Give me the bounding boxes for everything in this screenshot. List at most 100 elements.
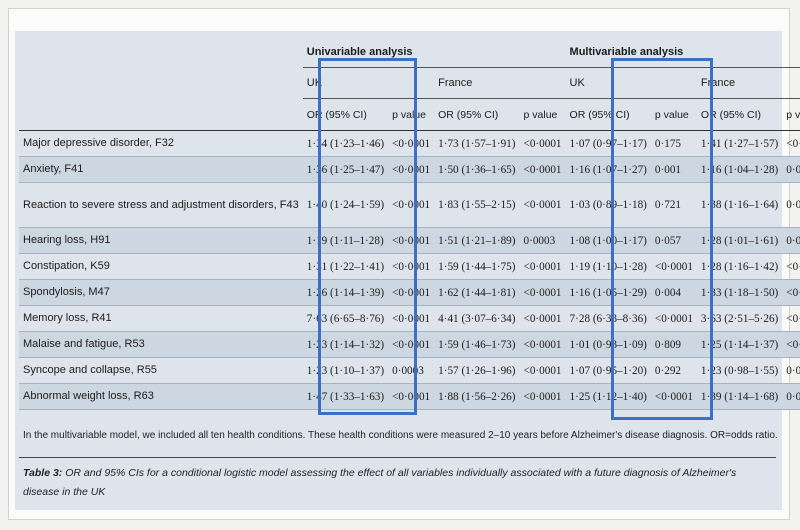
column-pvalue-header: p value xyxy=(782,98,800,131)
univariable-france-pvalue-cell: 0·0003 xyxy=(519,227,566,254)
univariable-uk-or-cell: 1·34 (1·23–1·46) xyxy=(302,130,389,157)
univariable-uk-or-cell: 1·26 (1·14–1·39) xyxy=(302,279,389,306)
univariable-uk-pvalue-cell: <0·0001 xyxy=(388,130,435,157)
multivariable-uk-or-cell: 1·01 (0·93–1·09) xyxy=(565,331,651,358)
univariable-uk-or-cell: 1·47 (1·33–1·63) xyxy=(302,383,389,410)
univariable-france-header: France xyxy=(434,67,566,99)
condition-cell: Abnormal weight loss, R63 xyxy=(19,383,303,410)
multivariable-uk-pvalue-cell: <0·0001 xyxy=(650,305,697,332)
condition-cell: Malaise and fatigue, R53 xyxy=(19,331,303,358)
table-row: Syncope and collapse, R55 1·23 (1·10–1·37… xyxy=(19,357,800,384)
multivariable-france-or-cell: 1·28 (1·16–1·42) xyxy=(696,253,783,280)
univariable-france-pvalue-cell: <0·0001 xyxy=(519,357,566,384)
multivariable-france-pvalue-cell: 0·039 xyxy=(782,227,800,254)
univariable-uk-pvalue-cell: <0·0001 xyxy=(388,253,435,280)
multivariable-france-or-cell: 1·33 (1·18–1·50) xyxy=(696,279,783,306)
multivariable-header: Multivariable analysis xyxy=(565,37,800,68)
univariable-france-or-cell: 1·62 (1·44–1·81) xyxy=(434,279,520,306)
table-footnote: In the multivariable model, we included … xyxy=(23,430,778,441)
univariable-uk-pvalue-cell: 0·0003 xyxy=(388,357,435,384)
header-row-countries: UK France UK France xyxy=(19,67,800,99)
caption-text: OR and 95% CIs for a conditional logisti… xyxy=(23,467,737,498)
univariable-uk-pvalue-cell: <0·0001 xyxy=(388,383,435,410)
column-pvalue-header: p value xyxy=(388,98,435,131)
header-empty-cell xyxy=(19,98,303,131)
multivariable-france-pvalue-cell: <0·0001 xyxy=(782,279,800,306)
multivariable-uk-pvalue-cell: 0·292 xyxy=(650,357,697,384)
column-or-header: OR (95% CI) xyxy=(434,98,520,131)
column-or-header: OR (95% CI) xyxy=(565,98,651,131)
univariable-france-or-cell: 1·88 (1·56–2·26) xyxy=(434,383,520,410)
condition-cell: Spondylosis, M47 xyxy=(19,279,303,306)
multivariable-france-or-cell: 1·16 (1·04–1·28) xyxy=(696,156,783,183)
univariable-uk-pvalue-cell: <0·0001 xyxy=(388,331,435,358)
condition-cell: Major depressive disorder, F32 xyxy=(19,130,303,157)
header-row-metrics: OR (95% CI) p value OR (95% CI) p value … xyxy=(19,98,800,131)
table-row: Constipation, K59 1·31 (1·22–1·41) <0·0001… xyxy=(19,253,800,280)
condition-cell: Anxiety, F41 xyxy=(19,156,303,183)
table-row: Reaction to severe stress and adjustment… xyxy=(19,182,800,228)
univariable-uk-or-cell: 1·36 (1·25–1·47) xyxy=(302,156,389,183)
header-empty-cell xyxy=(19,37,303,68)
multivariable-uk-pvalue-cell: <0·0001 xyxy=(650,253,697,280)
caption-divider xyxy=(19,457,776,458)
table-row: Memory loss, R41 7·63 (6·65–8·76) <0·0001 4… xyxy=(19,305,800,332)
column-pvalue-header: p value xyxy=(519,98,566,131)
column-or-header: OR (95% CI) xyxy=(302,98,389,131)
multivariable-uk-pvalue-cell: <0·0001 xyxy=(650,383,697,410)
univariable-france-or-cell: 1·59 (1·46–1·73) xyxy=(434,331,520,358)
header-empty-cell xyxy=(19,68,303,99)
multivariable-france-pvalue-cell: 0·006 xyxy=(782,156,800,183)
univariable-france-or-cell: 4·41 (3·07–6·34) xyxy=(434,305,520,332)
univariable-uk-pvalue-cell: <0·0001 xyxy=(388,227,435,254)
multivariable-uk-or-cell: 1·16 (1·05–1·29) xyxy=(565,279,651,306)
table-row: Spondylosis, M47 1·26 (1·14–1·39) <0·0001 1… xyxy=(19,279,800,306)
univariable-header: Univariable analysis xyxy=(302,37,566,68)
multivariable-france-or-cell: 1·38 (1·16–1·64) xyxy=(696,182,783,228)
univariable-france-pvalue-cell: <0·0001 xyxy=(519,331,566,358)
multivariable-france-or-cell: 3·63 (2·51–5·26) xyxy=(696,305,783,332)
univariable-uk-or-cell: 1·40 (1·24–1·59) xyxy=(302,182,389,228)
multivariable-france-or-cell: 1·23 (0·98–1·55) xyxy=(696,357,783,384)
univariable-france-pvalue-cell: <0·0001 xyxy=(519,156,566,183)
table-row: Anxiety, F41 1·36 (1·25–1·47) <0·0001 1·50 … xyxy=(19,156,800,183)
multivariable-france-or-cell: 1·25 (1·14–1·37) xyxy=(696,331,783,358)
multivariable-uk-pvalue-cell: 0·057 xyxy=(650,227,697,254)
table-row: Major depressive disorder, F32 1·34 (1·23… xyxy=(19,130,800,157)
column-pvalue-header: p value xyxy=(650,98,697,131)
univariable-france-or-cell: 1·73 (1·57–1·91) xyxy=(434,130,520,157)
multivariable-uk-header: UK xyxy=(565,67,697,99)
univariable-france-or-cell: 1·51 (1·21–1·89) xyxy=(434,227,520,254)
results-table-wrapper: Univariable analysis Multivariable analy… xyxy=(19,37,800,410)
multivariable-uk-or-cell: 1·16 (1·07–1·27) xyxy=(565,156,651,183)
univariable-uk-pvalue-cell: <0·0001 xyxy=(388,305,435,332)
univariable-uk-or-cell: 1·31 (1·22–1·41) xyxy=(302,253,389,280)
univariable-france-or-cell: 1·59 (1·44–1·75) xyxy=(434,253,520,280)
univariable-france-or-cell: 1·50 (1·36–1·65) xyxy=(434,156,520,183)
univariable-france-pvalue-cell: <0·0001 xyxy=(519,305,566,332)
multivariable-uk-or-cell: 1·19 (1·10–1·28) xyxy=(565,253,651,280)
univariable-france-pvalue-cell: <0·0001 xyxy=(519,279,566,306)
column-or-header: OR (95% CI) xyxy=(696,98,783,131)
multivariable-uk-or-cell: 1·25 (1·12–1·40) xyxy=(565,383,651,410)
univariable-france-or-cell: 1·83 (1·55–2·15) xyxy=(434,182,520,228)
univariable-france-or-cell: 1·57 (1·26–1·96) xyxy=(434,357,520,384)
multivariable-france-pvalue-cell: <0·0001 xyxy=(782,331,800,358)
condition-cell: Reaction to severe stress and adjustment… xyxy=(19,182,303,228)
multivariable-uk-or-cell: 7·28 (6·33–8·36) xyxy=(565,305,651,332)
univariable-uk-or-cell: 7·63 (6·65–8·76) xyxy=(302,305,389,332)
univariable-uk-pvalue-cell: <0·0001 xyxy=(388,182,435,228)
results-table: Univariable analysis Multivariable analy… xyxy=(19,37,800,410)
multivariable-uk-or-cell: 1·03 (0·89–1·18) xyxy=(565,182,651,228)
multivariable-france-pvalue-cell: 0·078 xyxy=(782,357,800,384)
univariable-uk-header: UK xyxy=(302,67,435,99)
univariable-france-pvalue-cell: <0·0001 xyxy=(519,383,566,410)
table-row: Abnormal weight loss, R63 1·47 (1·33–1·63… xyxy=(19,383,800,410)
univariable-uk-pvalue-cell: <0·0001 xyxy=(388,156,435,183)
multivariable-france-pvalue-cell: <0·0001 xyxy=(782,130,800,157)
univariable-uk-or-cell: 1·23 (1·10–1·37) xyxy=(302,357,389,384)
multivariable-uk-pvalue-cell: 0·721 xyxy=(650,182,697,228)
condition-cell: Constipation, K59 xyxy=(19,253,303,280)
univariable-france-pvalue-cell: <0·0001 xyxy=(519,253,566,280)
multivariable-france-pvalue-cell: 0·001 xyxy=(782,383,800,410)
